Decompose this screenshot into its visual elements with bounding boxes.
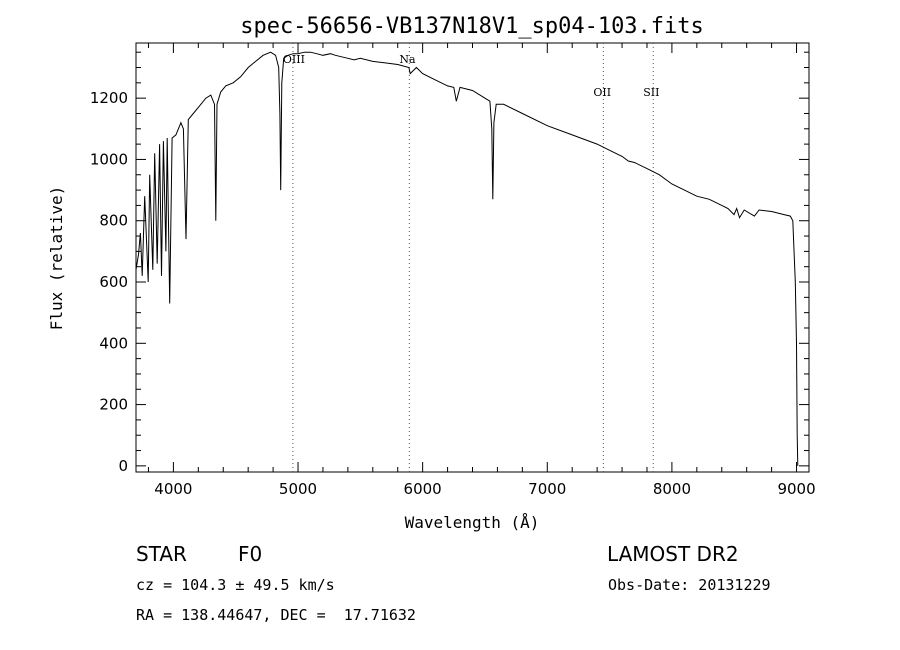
y-tick-label: 600 [99,273,128,291]
axis-ticks: 4000 5000 6000 7000 8000 9000 0 200 400 600 800 100… [90,43,816,498]
plot-frame [135,42,810,473]
spectrum-series-line [135,51,799,466]
chart-title: spec-56656-VB137N18V1_sp04-103.fits [240,14,704,39]
line-marker-label: OII [593,86,611,99]
x-tick-label: 9000 [777,480,815,498]
y-tick-label: 400 [99,334,128,352]
coordinates-text: RA = 138.44647, DEC = 17.71632 [136,606,416,624]
y-tick-label: 200 [99,396,128,414]
y-tick-label: 1200 [90,89,128,107]
redshift-text: cz = 104.3 ± 49.5 km/s [136,576,335,594]
x-tick-label: 6000 [404,480,442,498]
survey-name: LAMOST DR2 [607,542,739,566]
y-tick-label: 1000 [90,150,128,168]
x-axis-label: Wavelength (Å) [405,513,540,532]
x-tick-label: 8000 [653,480,691,498]
y-axis-label: Flux (relative) [47,186,66,331]
obs-date-text: Obs-Date: 20131229 [608,576,771,594]
object-class: STAR [136,542,187,566]
line-marker-label: SII [643,86,659,99]
line-markers: OIII Na OII SII [283,43,659,472]
line-marker-label: OIII [283,53,305,66]
x-tick-label: 4000 [154,480,192,498]
x-tick-label: 5000 [279,480,317,498]
object-subclass: F0 [238,542,263,566]
x-tick-label: 7000 [528,480,566,498]
y-tick-label: 0 [118,457,128,475]
line-marker-label: Na [399,53,416,66]
y-tick-label: 800 [99,212,128,230]
